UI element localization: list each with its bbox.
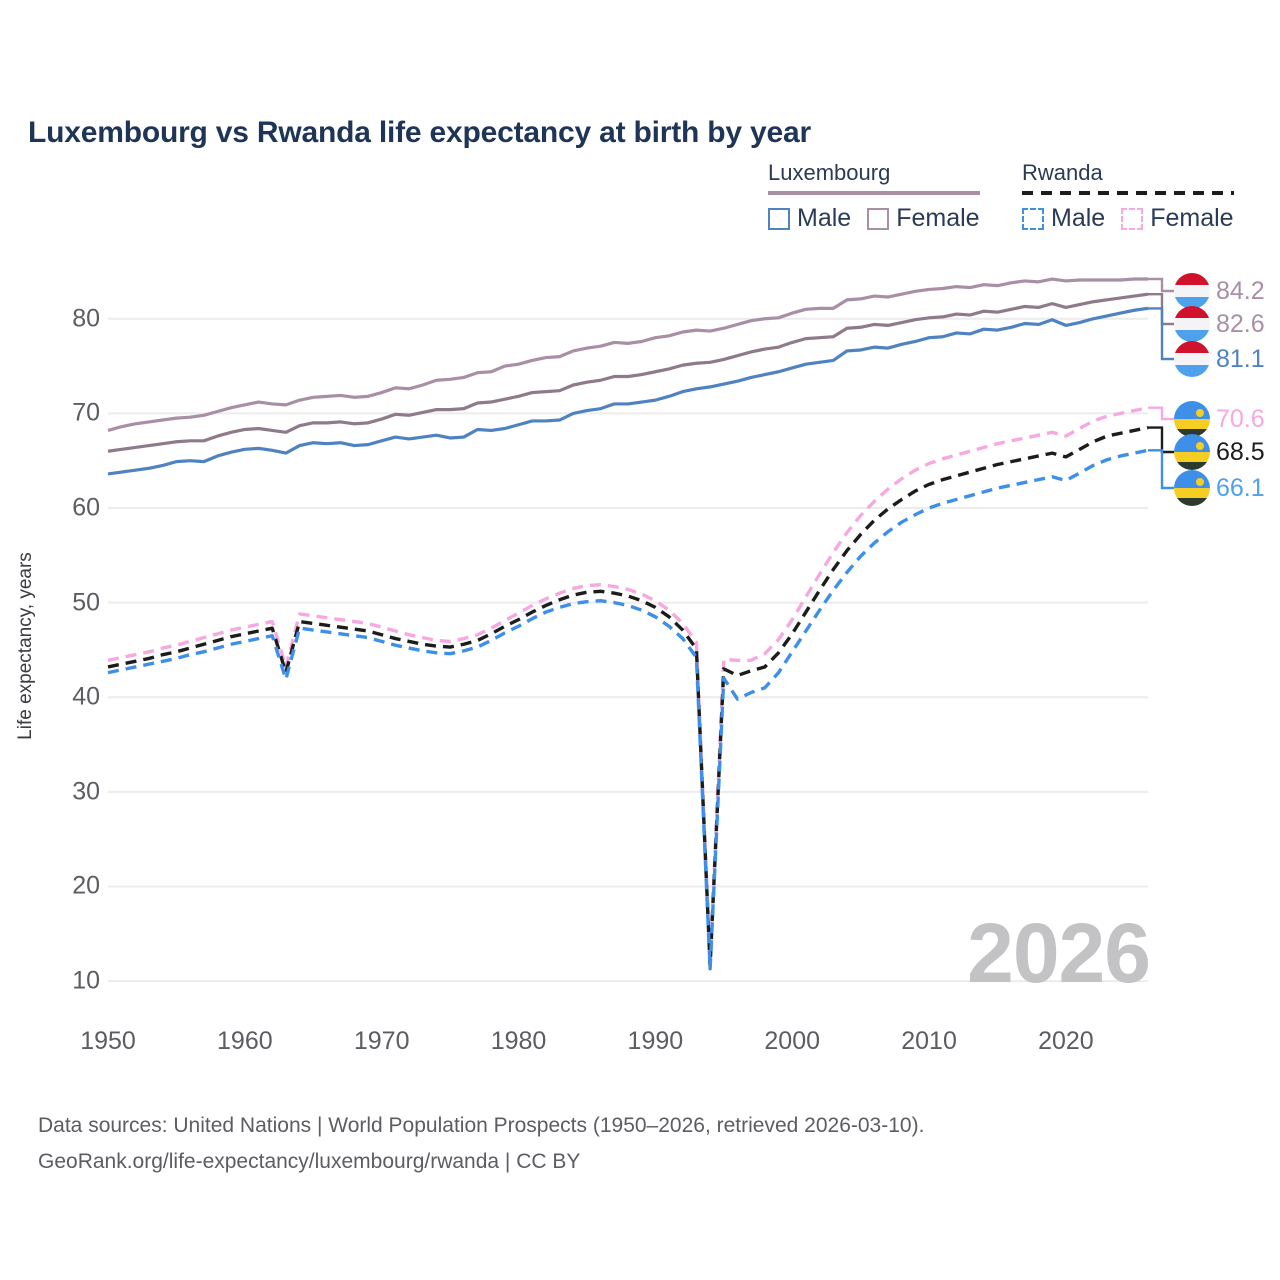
y-tick-label: 20 <box>72 871 100 900</box>
series-line-luxembourg-male <box>107 306 1149 476</box>
rwanda-flag-icon <box>1174 434 1210 470</box>
series-line-rwanda-total <box>107 425 1149 968</box>
legend-swatch-icon-rwanda-male <box>1022 207 1044 230</box>
end-label-82.6: 82.6 <box>1174 306 1265 342</box>
x-tick-label: 1960 <box>217 1027 273 1055</box>
end-label-connector <box>1148 449 1174 490</box>
chart-legend: Luxembourg Male Female Rwanda Male <box>760 160 1260 246</box>
end-label-68.5: 68.5 <box>1174 434 1265 470</box>
x-tick-label: 1990 <box>627 1027 684 1055</box>
legend-item-rwanda-male[interactable]: Male <box>1022 204 1105 233</box>
y-tick-label: 30 <box>72 777 100 806</box>
series-line-rwanda-male <box>107 448 1149 971</box>
y-axis-ticks: 10 20 30 40 50 60 70 80 <box>28 0 100 1280</box>
series-line-luxembourg-total <box>107 292 1149 453</box>
end-label-value: 81.1 <box>1216 344 1265 373</box>
end-label-value: 68.5 <box>1216 437 1265 466</box>
y-tick-label: 80 <box>72 304 100 333</box>
y-axis-title: Life expectancy, years <box>15 552 36 740</box>
end-label-value: 82.6 <box>1216 309 1265 338</box>
year-watermark: 2026 <box>967 906 1151 1000</box>
legend-item-luxembourg-male[interactable]: Male <box>768 204 851 233</box>
rwanda-flag-icon <box>1174 401 1210 437</box>
legend-swatch-icon-rwanda-female <box>1121 207 1144 230</box>
legend-item-luxembourg-female[interactable]: Female <box>867 204 980 233</box>
legend-item-rwanda-female[interactable]: Female <box>1121 204 1234 233</box>
legend-label-rwanda-male: Male <box>1051 204 1106 232</box>
end-label-66.1: 66.1 <box>1174 470 1265 506</box>
x-tick-label: 1980 <box>490 1027 547 1055</box>
legend-label-luxembourg-male: Male <box>797 204 852 232</box>
x-tick-label: 2000 <box>764 1027 821 1055</box>
end-label-connectors <box>1148 277 1174 490</box>
footer-line-1: Data sources: United Nations | World Pop… <box>38 1114 925 1137</box>
legend-group-title-luxembourg: Luxembourg <box>768 160 891 185</box>
rwanda-flag-icon <box>1174 470 1210 506</box>
legend-rule-luxembourg <box>768 191 980 195</box>
legend-label-luxembourg-female: Female <box>896 204 980 232</box>
legend-group-luxembourg: Luxembourg Male Female <box>768 160 980 233</box>
legend-swatch-icon-luxembourg-male <box>768 207 790 230</box>
legend-swatch-icon-luxembourg-female <box>867 207 890 230</box>
page-title: Luxembourg vs Rwanda life expectancy at … <box>28 116 811 150</box>
series-line-rwanda-female <box>107 406 1149 964</box>
x-axis-ticks: 1950 1960 1970 1980 1990 2000 2010 2020 <box>0 1027 1280 1067</box>
series-lines <box>107 277 1149 971</box>
y-tick-label: 10 <box>72 966 100 995</box>
end-label-value: 66.1 <box>1216 473 1265 502</box>
end-label-value: 70.6 <box>1216 404 1265 433</box>
x-tick-label: 1950 <box>80 1027 136 1055</box>
end-label-connector <box>1148 277 1174 293</box>
x-tick-label: 1970 <box>353 1027 410 1055</box>
end-label-connector <box>1148 426 1174 454</box>
y-tick-label: 40 <box>72 682 100 711</box>
luxembourg-flag-icon <box>1174 273 1210 309</box>
end-label-70.6: 70.6 <box>1174 401 1265 437</box>
x-tick-label: 2010 <box>901 1027 957 1055</box>
legend-label-rwanda-female: Female <box>1150 204 1234 232</box>
end-label-connector <box>1148 307 1174 361</box>
legend-group-title-rwanda: Rwanda <box>1022 160 1103 185</box>
end-label-81.1: 81.1 <box>1174 341 1265 377</box>
x-tick-label: 2020 <box>1038 1027 1094 1055</box>
end-label-value: 84.2 <box>1216 276 1265 305</box>
chart-footer: Data sources: United Nations | World Pop… <box>38 1108 1238 1180</box>
legend-group-rwanda: Rwanda Male Female <box>1022 160 1234 233</box>
gridlines <box>108 317 1148 983</box>
end-label-84.2: 84.2 <box>1174 273 1265 309</box>
y-tick-label: 70 <box>72 398 100 427</box>
legend-rule-rwanda <box>1022 191 1234 195</box>
y-tick-label: 60 <box>72 493 100 522</box>
luxembourg-flag-icon <box>1174 306 1210 342</box>
luxembourg-flag-icon <box>1174 341 1210 377</box>
y-tick-label: 50 <box>72 588 100 617</box>
end-label-connector <box>1148 406 1174 421</box>
footer-line-2[interactable]: GeoRank.org/life-expectancy/luxembourg/r… <box>38 1150 581 1173</box>
series-line-luxembourg-female <box>107 277 1148 432</box>
